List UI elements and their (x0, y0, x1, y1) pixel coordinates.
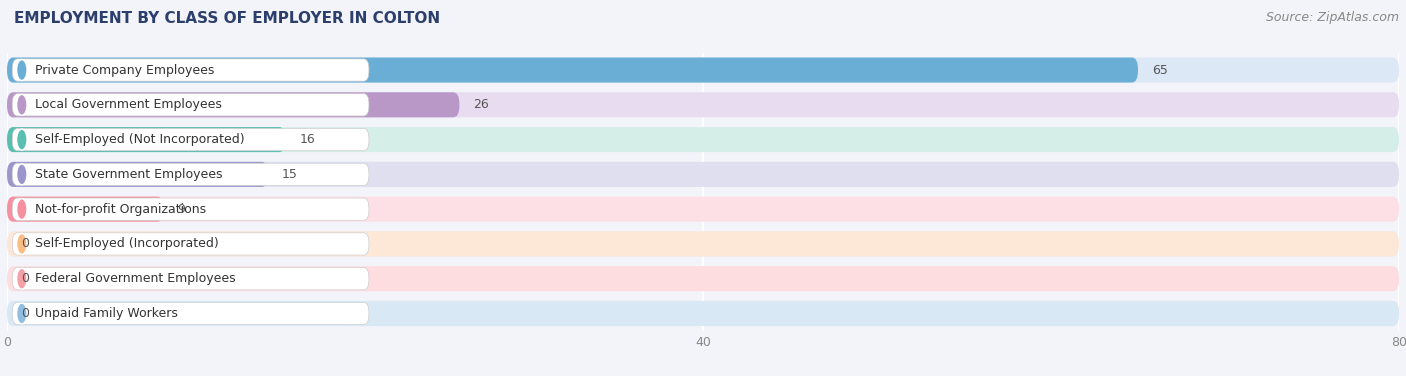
FancyBboxPatch shape (7, 58, 1399, 83)
FancyBboxPatch shape (13, 233, 368, 255)
FancyBboxPatch shape (7, 58, 1399, 83)
FancyBboxPatch shape (7, 127, 1399, 152)
Text: State Government Employees: State Government Employees (35, 168, 222, 181)
FancyBboxPatch shape (7, 197, 163, 222)
Text: EMPLOYMENT BY CLASS OF EMPLOYER IN COLTON: EMPLOYMENT BY CLASS OF EMPLOYER IN COLTO… (14, 11, 440, 26)
FancyBboxPatch shape (7, 127, 285, 152)
Text: 9: 9 (177, 203, 186, 216)
FancyBboxPatch shape (13, 268, 368, 290)
FancyBboxPatch shape (7, 266, 1399, 291)
Text: 15: 15 (283, 168, 298, 181)
FancyBboxPatch shape (7, 197, 1399, 222)
FancyBboxPatch shape (7, 92, 1399, 117)
FancyBboxPatch shape (13, 198, 368, 220)
Circle shape (17, 199, 27, 220)
Text: Not-for-profit Organizations: Not-for-profit Organizations (35, 203, 207, 216)
FancyBboxPatch shape (7, 162, 269, 187)
Text: 16: 16 (299, 133, 315, 146)
FancyBboxPatch shape (7, 231, 1399, 256)
Circle shape (17, 164, 27, 185)
FancyBboxPatch shape (7, 92, 1399, 117)
FancyBboxPatch shape (13, 129, 368, 151)
FancyBboxPatch shape (7, 58, 1137, 83)
Text: 26: 26 (474, 98, 489, 111)
Circle shape (17, 59, 27, 80)
Text: Private Company Employees: Private Company Employees (35, 64, 214, 77)
FancyBboxPatch shape (13, 302, 368, 324)
FancyBboxPatch shape (13, 94, 368, 116)
Circle shape (17, 94, 27, 115)
Text: 65: 65 (1152, 64, 1168, 77)
Text: Self-Employed (Incorporated): Self-Employed (Incorporated) (35, 237, 218, 250)
FancyBboxPatch shape (7, 92, 460, 117)
Text: 0: 0 (21, 237, 30, 250)
FancyBboxPatch shape (7, 301, 1399, 326)
FancyBboxPatch shape (7, 197, 1399, 222)
Text: Federal Government Employees: Federal Government Employees (35, 272, 235, 285)
Text: Unpaid Family Workers: Unpaid Family Workers (35, 307, 177, 320)
FancyBboxPatch shape (7, 231, 1399, 256)
Text: Self-Employed (Not Incorporated): Self-Employed (Not Incorporated) (35, 133, 245, 146)
Circle shape (17, 303, 27, 324)
FancyBboxPatch shape (13, 59, 368, 81)
FancyBboxPatch shape (7, 301, 1399, 326)
Text: Local Government Employees: Local Government Employees (35, 98, 222, 111)
Circle shape (17, 129, 27, 150)
Text: Source: ZipAtlas.com: Source: ZipAtlas.com (1265, 11, 1399, 24)
Text: 0: 0 (21, 272, 30, 285)
FancyBboxPatch shape (7, 162, 1399, 187)
Text: 0: 0 (21, 307, 30, 320)
FancyBboxPatch shape (7, 266, 1399, 291)
Circle shape (17, 268, 27, 289)
FancyBboxPatch shape (13, 163, 368, 185)
FancyBboxPatch shape (7, 127, 1399, 152)
Circle shape (17, 233, 27, 255)
FancyBboxPatch shape (7, 162, 1399, 187)
